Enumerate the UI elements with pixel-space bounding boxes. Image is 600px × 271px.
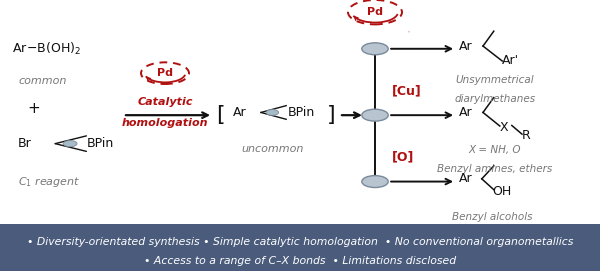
Text: X: X — [500, 121, 508, 134]
Text: Ar: Ar — [233, 106, 247, 119]
Text: Pd: Pd — [367, 7, 383, 17]
Text: [Pd]: [Pd] — [408, 30, 411, 32]
Text: [: [ — [216, 105, 224, 125]
Text: +: + — [27, 101, 40, 116]
Text: Benzyl alcohols: Benzyl alcohols — [452, 212, 532, 222]
Text: [O]: [O] — [392, 151, 414, 164]
Text: BPin: BPin — [288, 106, 315, 119]
Text: diarylmethanes: diarylmethanes — [454, 94, 536, 104]
Text: Ar': Ar' — [502, 54, 520, 67]
Text: common: common — [18, 76, 67, 86]
Text: homologation: homologation — [122, 118, 208, 128]
Text: Ar: Ar — [459, 172, 473, 185]
Text: ]: ] — [327, 105, 335, 125]
Text: BPin: BPin — [87, 137, 114, 150]
Text: uncommon: uncommon — [242, 144, 304, 154]
Text: $C_1$ reagent: $C_1$ reagent — [18, 175, 80, 189]
Text: OH: OH — [492, 185, 511, 198]
Text: • Access to a range of C–X bonds  • Limitations disclosed: • Access to a range of C–X bonds • Limit… — [144, 256, 456, 266]
Circle shape — [64, 141, 77, 147]
Text: Br: Br — [18, 137, 32, 150]
Text: X = NH, O: X = NH, O — [469, 146, 521, 155]
Text: Unsymmetrical: Unsymmetrical — [455, 75, 535, 85]
Circle shape — [362, 176, 388, 188]
Text: Ar: Ar — [459, 40, 473, 53]
Circle shape — [362, 43, 388, 55]
Text: Catalytic: Catalytic — [137, 97, 193, 107]
Text: • Diversity-orientated synthesis • Simple catalytic homologation  • No conventio: • Diversity-orientated synthesis • Simpl… — [27, 237, 573, 247]
Circle shape — [266, 110, 278, 115]
Text: Pd: Pd — [157, 68, 173, 78]
Text: [Cu]: [Cu] — [392, 84, 422, 97]
Text: Benzyl amines, ethers: Benzyl amines, ethers — [437, 164, 553, 174]
Bar — [0, 224, 600, 271]
Circle shape — [362, 109, 388, 121]
Text: Ar: Ar — [459, 106, 473, 119]
Text: R: R — [522, 129, 531, 142]
Text: Ar$\!-\!$B(OH)$_2$: Ar$\!-\!$B(OH)$_2$ — [12, 41, 81, 57]
